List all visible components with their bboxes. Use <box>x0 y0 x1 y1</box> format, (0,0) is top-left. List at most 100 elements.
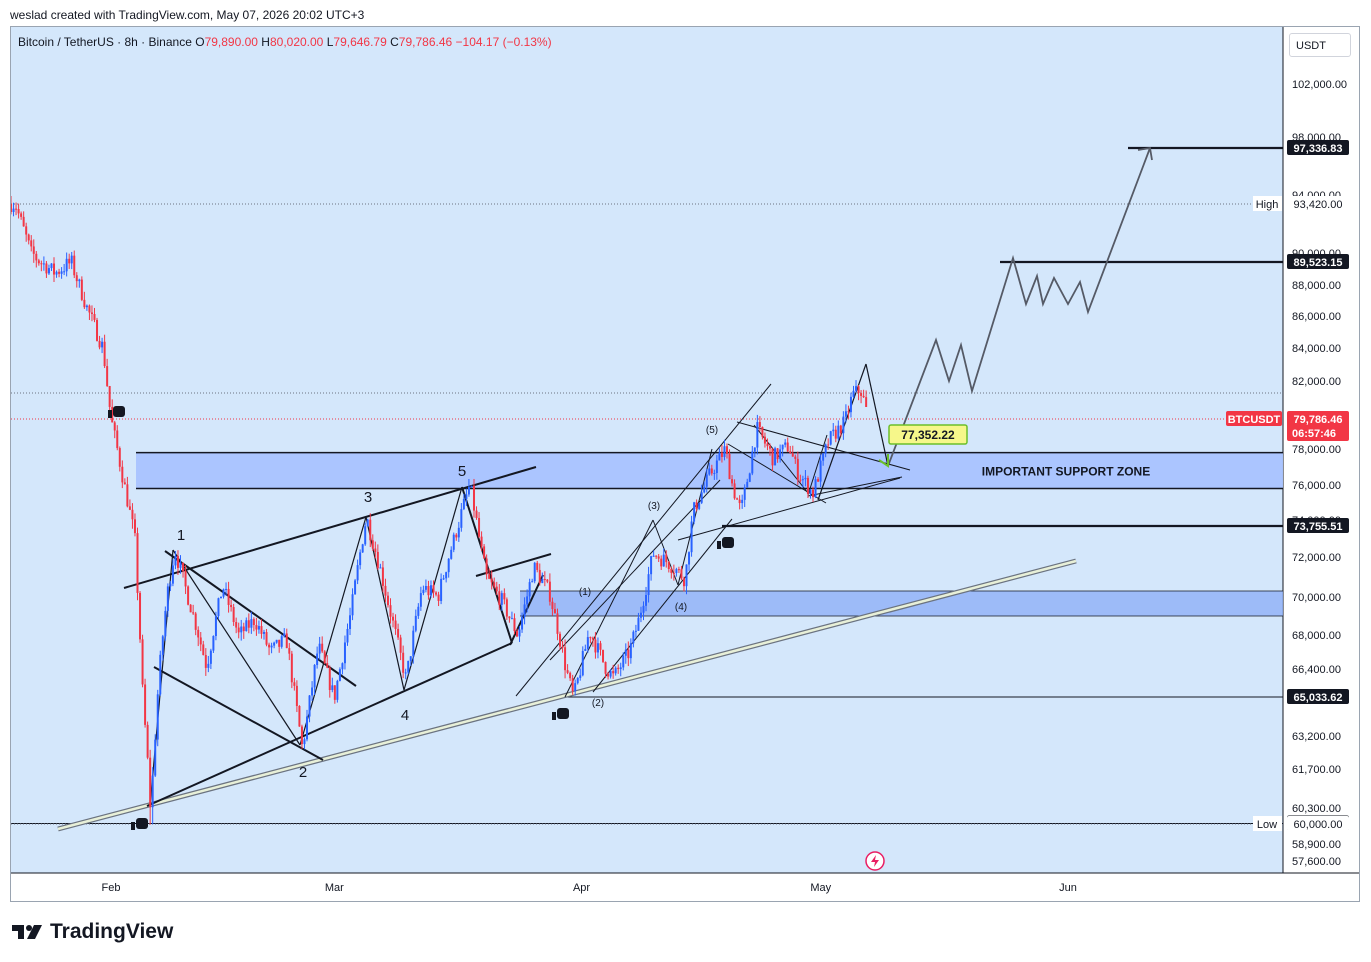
candle[interactable] <box>784 439 787 448</box>
candle[interactable] <box>154 734 157 778</box>
candle[interactable] <box>452 532 455 553</box>
triangle-right[interactable] <box>807 434 828 496</box>
candle[interactable] <box>235 617 238 634</box>
candle[interactable] <box>328 665 331 698</box>
candle[interactable] <box>402 645 405 679</box>
candle[interactable] <box>98 335 101 350</box>
candle[interactable] <box>93 307 96 323</box>
wave-label[interactable]: (3) <box>648 501 660 512</box>
candle[interactable] <box>316 646 319 669</box>
candle[interactable] <box>599 640 602 656</box>
candle[interactable] <box>483 544 486 559</box>
candle[interactable] <box>88 304 91 320</box>
candle[interactable] <box>78 278 81 288</box>
candle[interactable] <box>579 668 582 681</box>
candle[interactable] <box>733 479 736 500</box>
candle[interactable] <box>677 566 680 573</box>
candle[interactable] <box>404 668 407 680</box>
candle[interactable] <box>766 438 769 451</box>
candle[interactable] <box>829 430 832 446</box>
candle[interactable] <box>685 564 688 595</box>
wave-label[interactable]: 3 <box>364 489 372 506</box>
candle[interactable] <box>60 267 63 279</box>
candle[interactable] <box>548 573 551 606</box>
candle[interactable] <box>131 503 134 529</box>
rising-channel-mid[interactable] <box>549 479 721 661</box>
candle[interactable] <box>682 576 685 592</box>
candle[interactable] <box>500 590 503 611</box>
candle[interactable] <box>10 195 12 215</box>
pullback-right-line[interactable] <box>509 574 544 646</box>
candle[interactable] <box>538 563 541 586</box>
pullback-upper-line[interactable] <box>475 553 552 577</box>
candle[interactable] <box>860 390 863 404</box>
candle[interactable] <box>849 392 852 418</box>
candle[interactable] <box>741 494 744 509</box>
candle[interactable] <box>753 447 756 458</box>
candle[interactable] <box>478 512 481 539</box>
candle[interactable] <box>541 572 544 584</box>
candle[interactable] <box>65 252 68 277</box>
candle[interactable] <box>47 264 50 275</box>
candle[interactable] <box>283 628 286 638</box>
candle[interactable] <box>278 639 281 653</box>
candle[interactable] <box>85 304 88 311</box>
candle[interactable] <box>657 553 660 562</box>
candle[interactable] <box>440 573 443 605</box>
level-tag[interactable]: 73,755.51 <box>1287 518 1349 533</box>
candle[interactable] <box>263 629 265 640</box>
candle[interactable] <box>333 685 336 704</box>
candle[interactable] <box>837 420 840 441</box>
candle[interactable] <box>80 276 83 302</box>
candle[interactable] <box>197 626 200 647</box>
candle[interactable] <box>176 550 179 575</box>
candle[interactable] <box>252 617 255 632</box>
candle[interactable] <box>343 635 346 670</box>
candle[interactable] <box>771 448 774 471</box>
candle[interactable] <box>101 337 104 354</box>
candle[interactable] <box>156 689 159 747</box>
candle[interactable] <box>817 477 820 482</box>
candle[interactable] <box>690 515 693 557</box>
candle[interactable] <box>862 389 865 398</box>
candle[interactable] <box>842 411 845 440</box>
candle[interactable] <box>680 565 683 581</box>
candle[interactable] <box>553 602 556 614</box>
candle[interactable] <box>660 555 663 570</box>
candle[interactable] <box>232 603 235 626</box>
candle[interactable] <box>736 497 739 500</box>
candle[interactable] <box>576 677 579 685</box>
candle[interactable] <box>288 643 291 661</box>
candle[interactable] <box>622 652 625 671</box>
candle[interactable] <box>543 571 546 587</box>
candle[interactable] <box>149 749 152 825</box>
candle[interactable] <box>713 469 716 480</box>
candle[interactable] <box>513 613 516 635</box>
candle[interactable] <box>257 620 260 634</box>
candle[interactable] <box>432 580 435 598</box>
candle[interactable] <box>472 478 475 518</box>
candle[interactable] <box>128 499 131 511</box>
candle[interactable] <box>366 518 369 527</box>
candle[interactable] <box>814 476 817 499</box>
candle[interactable] <box>313 664 316 695</box>
candle[interactable] <box>331 677 334 693</box>
candle[interactable] <box>763 432 766 448</box>
candle[interactable] <box>796 451 799 485</box>
candle[interactable] <box>260 619 263 639</box>
candle[interactable] <box>182 562 185 578</box>
candle[interactable] <box>247 613 250 634</box>
candle[interactable] <box>414 609 417 633</box>
candle[interactable] <box>516 628 518 638</box>
candle[interactable] <box>566 664 569 675</box>
candle[interactable] <box>194 611 197 636</box>
candle[interactable] <box>470 485 473 488</box>
candle[interactable] <box>359 549 362 570</box>
candle[interactable] <box>12 202 15 217</box>
candle[interactable] <box>655 555 658 559</box>
candle[interactable] <box>839 424 842 437</box>
candle[interactable] <box>412 625 415 664</box>
candle[interactable] <box>139 591 142 643</box>
candle[interactable] <box>650 555 653 581</box>
candle[interactable] <box>688 551 691 571</box>
